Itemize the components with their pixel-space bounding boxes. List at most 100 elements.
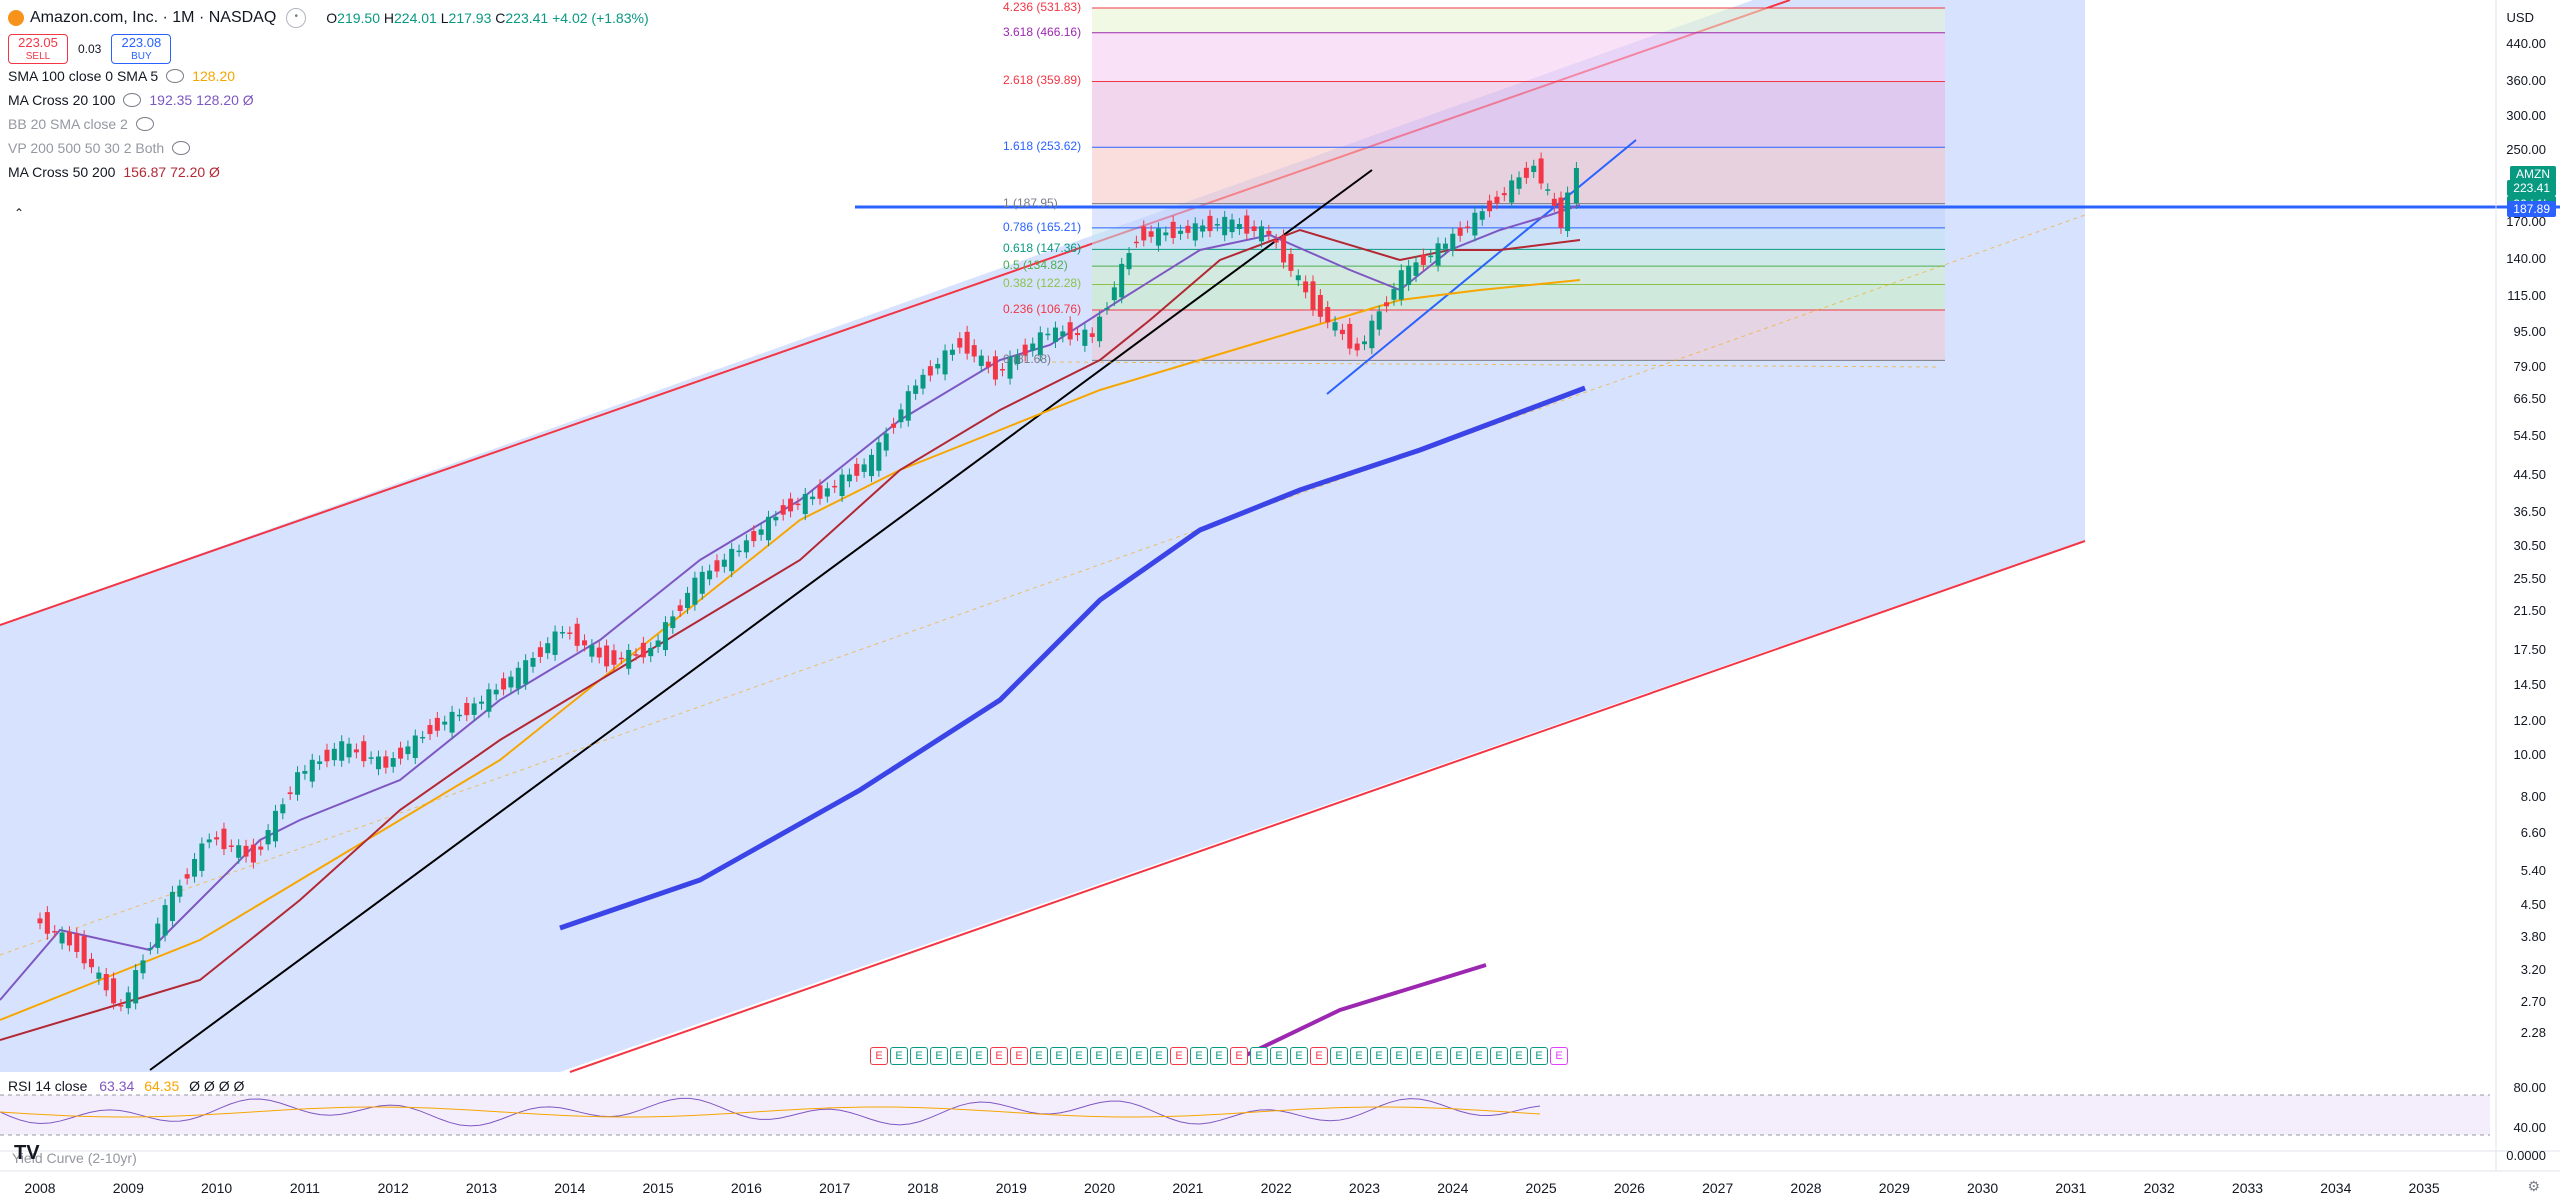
fibonacci-retracement[interactable] [1092,7,1945,361]
collapse-legend-icon[interactable]: ⌃ [14,206,25,220]
candle-body [1281,235,1287,263]
earnings-marker[interactable]: E [1110,1047,1128,1065]
candle-body [670,616,676,629]
earnings-marker[interactable]: E [1150,1047,1168,1065]
earnings-marker[interactable]: E [1490,1047,1508,1065]
earnings-marker[interactable]: E [1090,1047,1108,1065]
candle-body [66,932,72,946]
earnings-marker[interactable]: E [1270,1047,1288,1065]
fib-level-label: 0.618 (147.36) [1003,241,1082,256]
candle-body [471,703,477,715]
earnings-marker[interactable]: E [1430,1047,1448,1065]
earnings-marker[interactable]: E [1390,1047,1408,1065]
indicator-ma-cross-20-100[interactable]: MA Cross 20 100 192.35 128.20 Ø [8,92,254,108]
earnings-marker[interactable]: E [1210,1047,1228,1065]
earnings-marker[interactable]: E [1330,1047,1348,1065]
candle-body [375,756,381,770]
candle-body [243,845,249,857]
candle-body [1384,302,1390,307]
time-tick: 2018 [907,1180,939,1196]
earnings-marker[interactable]: E [990,1047,1008,1065]
candle-body [295,772,301,795]
earnings-marker[interactable]: E [870,1047,888,1065]
candle-body [920,374,926,389]
earnings-marker[interactable]: E [1190,1047,1208,1065]
time-tick: 2029 [1878,1180,1910,1196]
price-axis[interactable]: 440.00 360.00 300.00 250.00 170.00 140.00 115.… [2496,0,2560,1150]
fib-zone [1092,249,1945,267]
currency-label[interactable]: USD [2506,10,2534,25]
more-icon[interactable]: • [286,8,307,28]
candle-body [1214,224,1220,226]
price-tick: 66.50 [2513,391,2546,406]
earnings-marker[interactable]: E [1410,1047,1428,1065]
candle-body [236,845,242,858]
candle-body [184,874,190,879]
symbol-title[interactable]: Amazon.com, Inc. · 1M · NASDAQ [30,9,277,26]
earnings-marker[interactable]: E [1350,1047,1368,1065]
earnings-marker[interactable]: E [1290,1047,1308,1065]
settings-icon[interactable] [166,69,185,83]
settings-icon[interactable] [123,93,142,107]
earnings-marker[interactable]: E [1310,1047,1328,1065]
earnings-marker[interactable]: E [1470,1047,1488,1065]
earnings-marker[interactable]: E [970,1047,988,1065]
earnings-marker[interactable]: E [890,1047,908,1065]
earnings-marker[interactable]: E [1550,1047,1568,1065]
earnings-marker[interactable]: E [1450,1047,1468,1065]
earnings-marker[interactable]: E [1510,1047,1528,1065]
earnings-marker[interactable]: E [910,1047,928,1065]
earnings-marker[interactable]: E [1010,1047,1028,1065]
candle-body [1007,356,1013,379]
indicator-sma100[interactable]: SMA 100 close 0 SMA 5 128.20 [8,68,236,84]
earnings-marker[interactable]: E [1530,1047,1548,1065]
earnings-marker[interactable]: E [1170,1047,1188,1065]
time-tick: 2012 [377,1180,409,1196]
earnings-marker[interactable]: E [1050,1047,1068,1065]
indicator-ma-cross-50-200[interactable]: MA Cross 50 200 156.87 72.20 Ø [8,164,220,180]
candle-body [1376,311,1382,330]
price-tick: 17.50 [2513,642,2546,658]
indicator-bb[interactable]: BB 20 SMA close 2 [8,112,649,136]
candle-body [626,649,632,669]
candle-body [1185,225,1191,233]
candle-body [390,758,396,767]
candle-body [1148,231,1154,237]
candle-body [479,701,484,704]
indicator-vp[interactable]: VP 200 500 50 30 2 Both [8,136,649,160]
earnings-marker[interactable]: E [1370,1047,1388,1065]
candle-body [648,647,654,657]
candle-body [1192,223,1198,241]
time-tick: 2025 [1525,1180,1557,1196]
earnings-marker[interactable]: E [1230,1047,1248,1065]
earnings-marker[interactable]: E [1250,1047,1268,1065]
time-tick: 2021 [1172,1180,1204,1196]
candle-body [368,757,374,759]
candle-body [1170,221,1176,238]
earnings-marker[interactable]: E [950,1047,968,1065]
hidden-eye-icon[interactable] [172,141,191,155]
candle-body [111,978,117,1004]
hidden-eye-icon[interactable] [135,117,154,131]
candle-body [339,741,345,761]
sell-button[interactable]: 223.05 SELL [8,34,68,64]
price-tick: 14.50 [2513,677,2546,693]
candle-body [192,858,198,877]
candle-body [655,640,661,647]
earnings-marker[interactable]: E [1030,1047,1048,1065]
candle-body [1075,333,1081,336]
candle-body [935,363,941,369]
earnings-marker[interactable]: E [930,1047,948,1065]
earnings-marker[interactable]: E [1130,1047,1148,1065]
candle-body [1200,225,1206,232]
candle-body [582,640,588,646]
time-axis[interactable]: 2008 2009 2010 2011 2012 2013 2014 2015 2016 2017… [0,1172,2500,1200]
drawing-lines[interactable] [0,139,2560,1071]
fib-zone [1092,81,1945,148]
fib-zone [1092,32,1945,82]
earnings-marker[interactable]: E [1070,1047,1088,1065]
candle-body [456,714,462,717]
gear-icon[interactable]: ⚙ [2527,1178,2540,1194]
buy-button[interactable]: 223.08 BUY [111,34,172,64]
